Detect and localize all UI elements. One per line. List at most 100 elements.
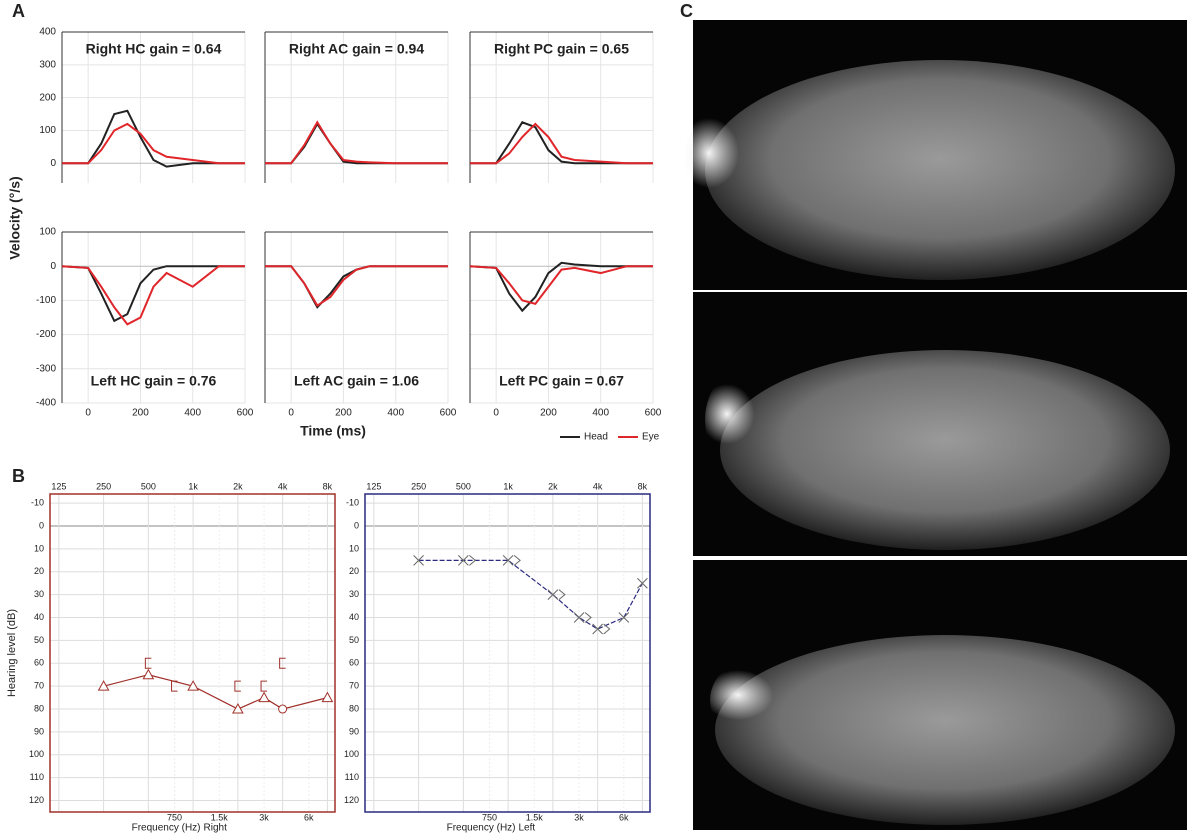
y-tick-label: 0 [50, 261, 56, 272]
audiogram-marker [603, 623, 611, 635]
audiogram-marker [458, 554, 469, 566]
x-tick-label: 8k [323, 481, 333, 491]
x-tick-label: 2k [548, 481, 558, 491]
trace [469, 261, 653, 313]
x-tick-label: 200 [540, 408, 557, 419]
y-tick-label: 110 [345, 772, 359, 782]
mri-tissue [705, 60, 1175, 280]
x-tick-label: 600 [440, 408, 457, 419]
trace [62, 109, 245, 168]
panel-label: C [680, 1, 693, 21]
audiogram-marker [278, 704, 288, 714]
x-tick-label: 0 [493, 408, 499, 419]
y-tick-label: -300 [36, 363, 56, 374]
x2-tick-label: 3k [259, 812, 269, 822]
y-tick-label: 20 [349, 566, 359, 576]
audiogram-marker [260, 680, 268, 692]
audiogram-marker [279, 657, 286, 669]
y-tick-label: 90 [34, 726, 44, 736]
panel-title: Left AC gain = 1.06 [294, 373, 419, 389]
trace [470, 121, 653, 165]
audiogram-marker [258, 691, 270, 703]
y-tick-label: 100 [29, 749, 44, 759]
panel-title: Right HC gain = 0.64 [86, 41, 222, 57]
y-tick-label: 100 [344, 749, 359, 759]
side-label: Right [204, 823, 228, 834]
trace [62, 122, 245, 165]
y-tick-label: 100 [39, 227, 56, 238]
x-tick-label: 1k [503, 481, 513, 491]
mri-lesion [710, 650, 850, 750]
y-tick-label: -10 [31, 498, 44, 508]
trace [265, 265, 448, 307]
audiogram-marker [97, 680, 110, 691]
x-tick-label: 1k [188, 481, 198, 491]
y-tick-label: 0 [39, 520, 44, 530]
mri-lesion [705, 360, 815, 480]
y-tick-label: 50 [34, 635, 44, 645]
y-tick-label: 50 [349, 635, 359, 645]
frame [364, 493, 651, 813]
audiogram-marker [592, 623, 603, 635]
y-tick-label: 70 [349, 681, 359, 691]
side-label: Left [519, 823, 536, 834]
x-tick-label: 125 [366, 481, 381, 491]
y-tick-label: 90 [349, 726, 359, 736]
y-tick-label: 100 [39, 125, 56, 136]
x-axis-label: Time (ms) [300, 423, 366, 439]
x-axis-label: Frequency (Hz) [447, 823, 516, 834]
audiogram-marker [547, 589, 559, 601]
audiogram-marker [502, 554, 514, 566]
y-tick-label: 120 [29, 795, 44, 805]
x-tick-label: 250 [96, 481, 111, 491]
y-tick-label: 0 [50, 158, 56, 169]
audiogram-line [418, 559, 643, 630]
y-tick-label: 110 [30, 772, 44, 782]
x2-tick-label: 1.5k [211, 812, 229, 822]
mri-lesion [685, 90, 805, 230]
x-tick-label: 4k [278, 481, 288, 491]
trace [265, 120, 448, 165]
y-tick-label: 60 [349, 658, 359, 668]
frame [49, 493, 336, 813]
x2-tick-label: 750 [167, 812, 182, 822]
y-tick-label: 200 [39, 92, 56, 103]
x-tick-label: 500 [456, 481, 471, 491]
audiogram-marker [321, 691, 334, 703]
y-tick-label: 80 [349, 703, 359, 713]
audiogram-marker [232, 703, 244, 714]
trace [469, 265, 653, 305]
y-tick-label: 40 [349, 612, 359, 622]
x-tick-label: 400 [184, 408, 201, 419]
audiogram-marker [142, 668, 155, 680]
y-tick-label: 400 [39, 27, 56, 38]
y-tick-label: -10 [346, 498, 359, 508]
audiogram-marker [144, 657, 152, 669]
audiogram-line [103, 674, 328, 710]
trace [61, 265, 245, 326]
x2-tick-label: 6k [619, 812, 629, 822]
audiogram-marker [171, 680, 178, 692]
y-axis-label: Velocity (°/s) [7, 176, 23, 259]
x-tick-label: 250 [411, 481, 426, 491]
audiogram-marker [469, 554, 477, 566]
mri-images [685, 20, 1187, 830]
x-tick-label: 0 [85, 408, 91, 419]
y-tick-label: -200 [36, 329, 56, 340]
y-tick-label: 70 [34, 681, 44, 691]
panel-title: Left HC gain = 0.76 [91, 373, 217, 389]
x-tick-label: 200 [132, 408, 149, 419]
x-tick-label: 400 [592, 408, 609, 419]
x2-tick-label: 1.5k [526, 812, 544, 822]
x2-tick-label: 6k [304, 812, 314, 822]
x-tick-label: 600 [237, 408, 254, 419]
y-tick-label: 40 [34, 612, 44, 622]
x-tick-label: 4k [593, 481, 603, 491]
y-tick-label: 10 [34, 543, 44, 553]
x-tick-label: 0 [288, 408, 294, 419]
panel-title: Right AC gain = 0.94 [289, 41, 424, 57]
y-axis-label: Hearing level (dB) [6, 609, 18, 697]
x-tick-label: 400 [387, 408, 404, 419]
trace [61, 265, 245, 323]
